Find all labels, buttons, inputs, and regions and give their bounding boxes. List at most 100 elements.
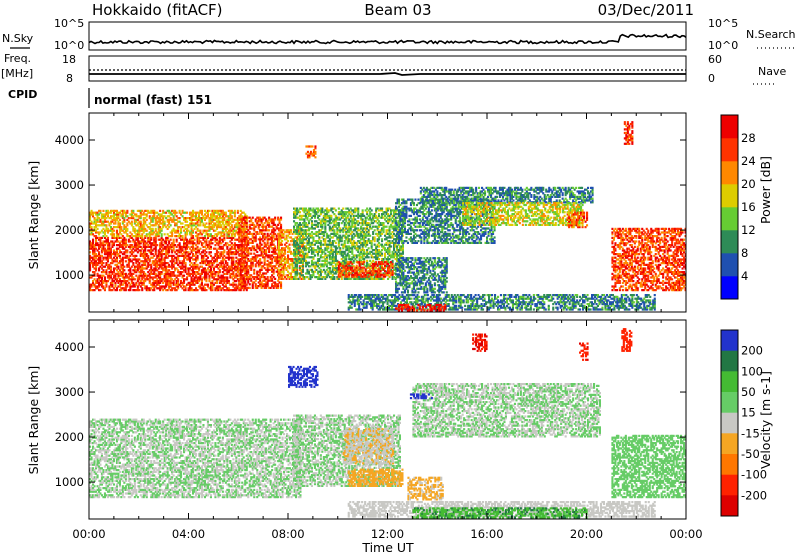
power-cell — [215, 280, 218, 283]
power-cell — [294, 265, 297, 268]
power-cell — [345, 261, 348, 264]
power-cell — [165, 285, 168, 288]
power-cell — [220, 253, 223, 256]
power-cell — [141, 247, 144, 250]
power-cell — [136, 245, 139, 248]
power-cell — [100, 229, 103, 232]
power-cell — [233, 283, 236, 286]
power-cell — [306, 241, 309, 244]
power-cell — [342, 272, 345, 275]
power-cell — [92, 289, 95, 292]
power-cell — [337, 236, 340, 239]
power-cell — [366, 256, 369, 259]
power-cell — [226, 289, 229, 292]
power-cell — [111, 209, 114, 212]
power-cell — [241, 283, 244, 286]
power-cell — [268, 250, 271, 253]
power-cell — [217, 251, 220, 254]
power-cell — [330, 243, 333, 246]
power-cell — [183, 251, 186, 254]
power-cell — [208, 245, 211, 248]
power-cell — [135, 242, 138, 245]
power-cell — [294, 240, 297, 243]
power-cell — [141, 274, 144, 277]
power-cell — [136, 276, 139, 279]
power-cell — [352, 241, 355, 244]
power-cell — [195, 235, 198, 238]
power-cell — [319, 243, 322, 246]
power-cell — [198, 217, 201, 220]
power-cell — [275, 238, 278, 241]
power-cell — [200, 269, 203, 272]
power-cell — [184, 253, 187, 256]
power-cell — [257, 227, 260, 230]
power-cell — [109, 283, 112, 286]
power-cell — [163, 240, 166, 243]
power-cell — [153, 289, 156, 292]
power-cell — [366, 216, 369, 219]
power-cell — [89, 251, 92, 254]
power-cell — [196, 229, 199, 232]
power-cell — [250, 227, 253, 230]
power-cell — [242, 231, 245, 234]
power-cell — [352, 256, 355, 259]
power-cell — [274, 267, 277, 270]
power-cell — [282, 272, 285, 275]
power-cell — [239, 260, 242, 263]
power-cell — [220, 254, 223, 257]
power-cell — [349, 225, 352, 228]
power-cell — [336, 263, 339, 266]
power-cell — [354, 254, 357, 257]
power-cell — [127, 240, 130, 243]
power-cell — [118, 272, 121, 275]
power-cell — [232, 281, 235, 284]
power-cell — [157, 235, 160, 238]
power-cell — [132, 283, 135, 286]
power-cell — [322, 265, 325, 268]
power-cell — [132, 238, 135, 241]
power-cell — [263, 279, 266, 282]
power-cell — [328, 263, 331, 266]
power-cell — [297, 211, 300, 214]
power-cell — [169, 285, 172, 288]
power-cell — [345, 223, 348, 226]
power-cell — [272, 265, 275, 268]
power-cell — [157, 238, 160, 241]
power-cell — [318, 241, 321, 244]
power-cell — [266, 270, 269, 273]
power-cell — [340, 211, 343, 214]
power-cell — [196, 267, 199, 270]
power-cell — [120, 263, 123, 266]
power-cell — [89, 283, 92, 286]
power-cell — [111, 244, 114, 247]
power-cell — [369, 223, 372, 226]
power-cell — [124, 244, 127, 247]
power-cell — [129, 217, 132, 220]
power-cell — [279, 270, 282, 273]
power-cell — [190, 226, 193, 229]
power-cell — [300, 254, 303, 257]
power-cell — [294, 261, 297, 264]
power-cell — [111, 271, 114, 274]
power-cell — [364, 222, 367, 225]
power-cell — [151, 285, 154, 288]
power-cell — [169, 278, 172, 281]
power-cell — [205, 260, 208, 263]
power-cell — [211, 265, 214, 268]
power-cell — [318, 222, 321, 225]
power-cell — [316, 272, 319, 275]
power-cell — [319, 268, 322, 271]
power-cell — [330, 252, 333, 255]
power-cell — [132, 245, 135, 248]
power-cell — [343, 211, 346, 214]
power-cell — [312, 207, 315, 210]
power-cell — [183, 244, 186, 247]
power-cell — [348, 245, 351, 248]
power-cell — [288, 265, 291, 268]
power-cell — [325, 216, 328, 219]
power-cell — [166, 272, 169, 275]
power-cell — [318, 259, 321, 262]
power-cell — [202, 276, 205, 279]
power-cell — [159, 258, 162, 261]
power-cell — [343, 265, 346, 268]
